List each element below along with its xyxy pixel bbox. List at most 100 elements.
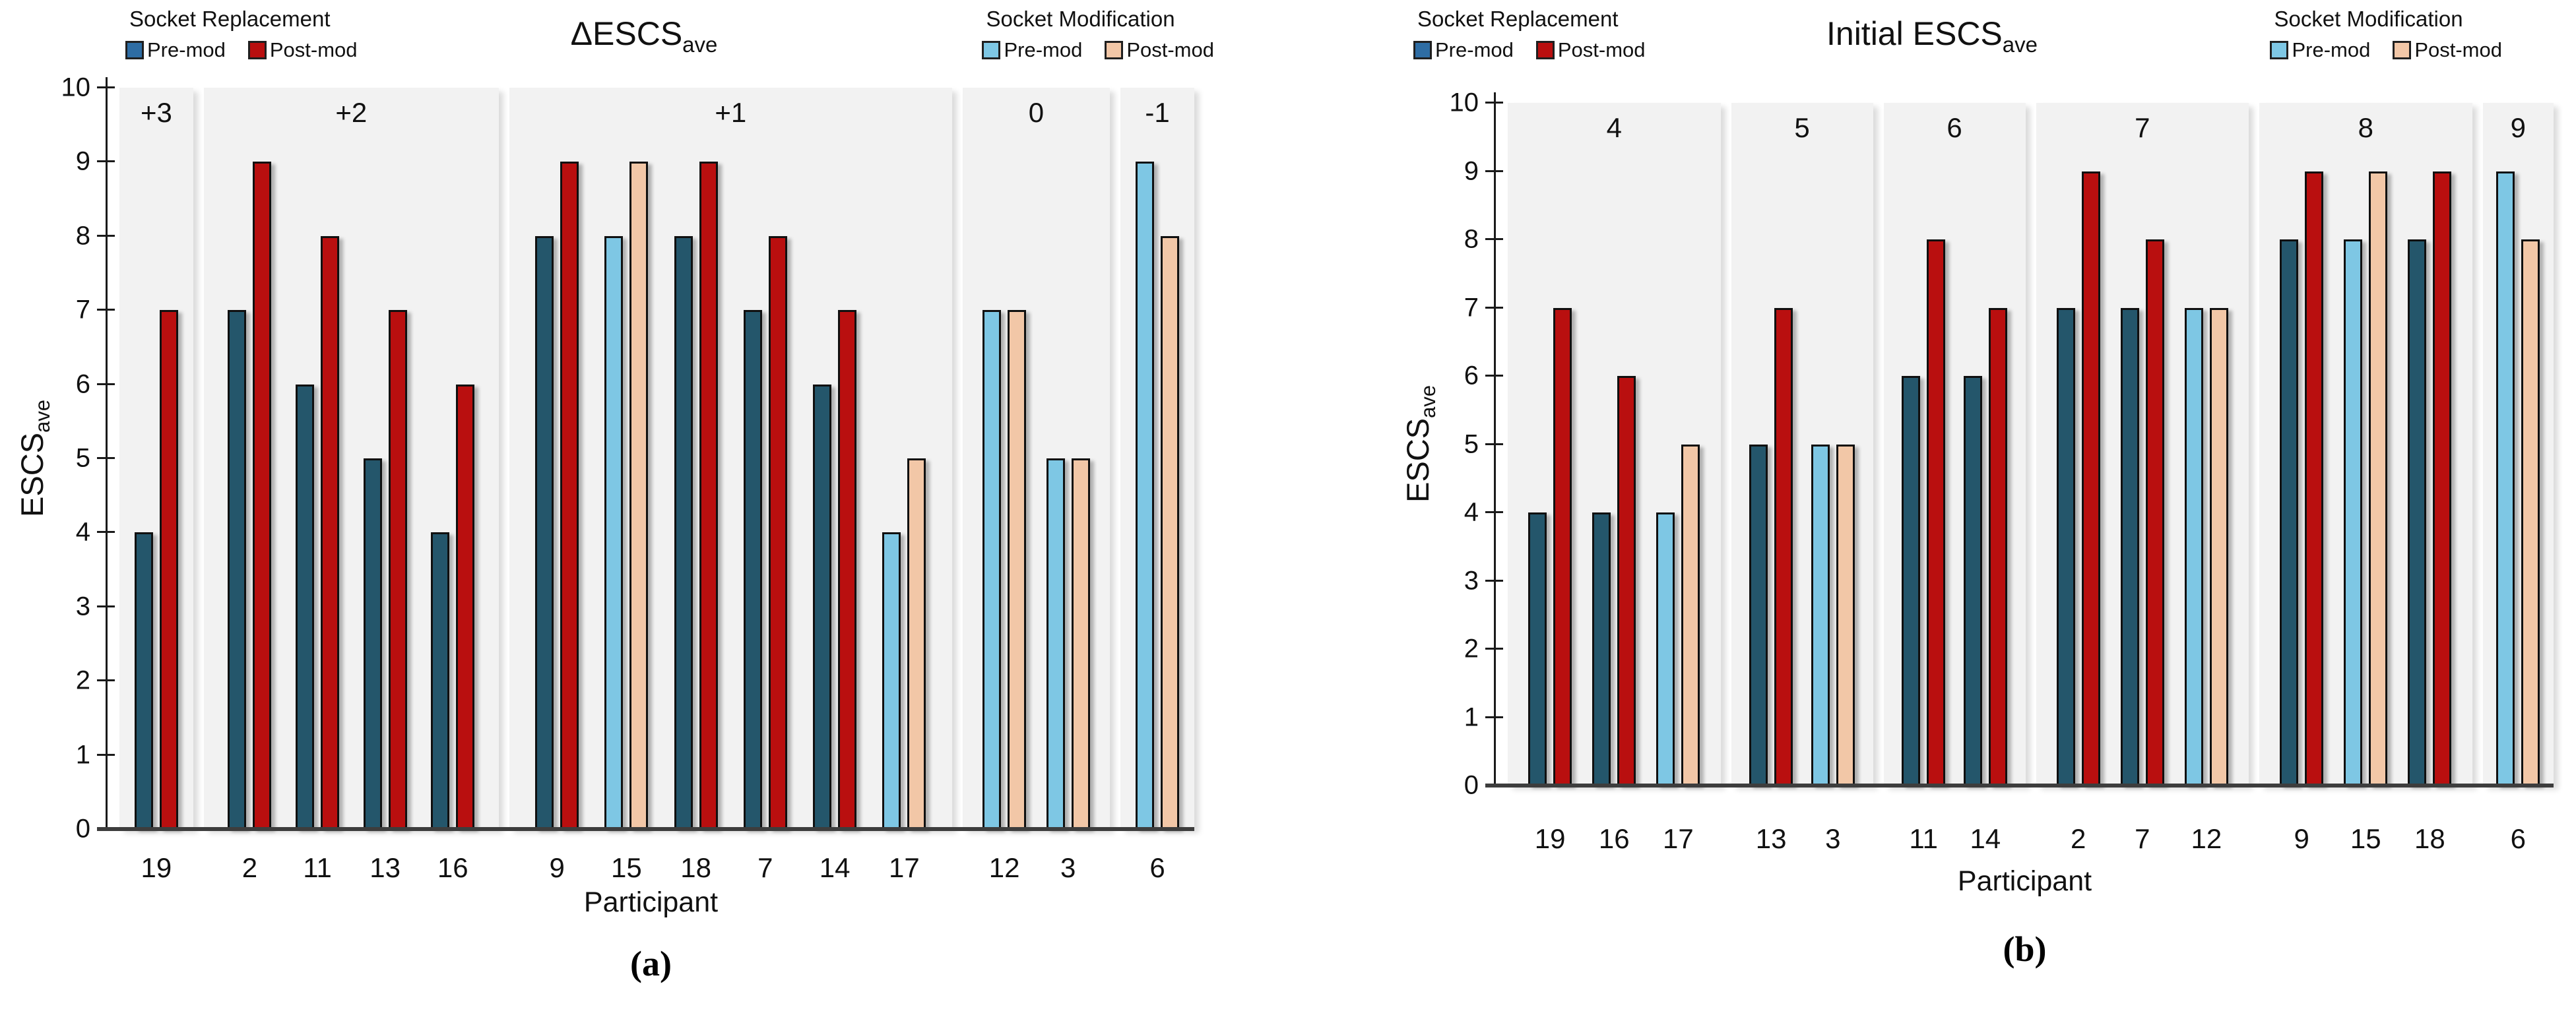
post-mod-swatch (2393, 41, 2412, 59)
chart-title: ΔESCSave (0, 15, 1288, 57)
legend-item-label: Post-mod (1126, 38, 1214, 61)
bar-post-mod (2209, 307, 2228, 786)
bar-pre-mod (2344, 239, 2363, 786)
x-tick-label: 18 (680, 852, 711, 883)
y-tick-mark (1485, 170, 1503, 172)
legend-items: Pre-mod Post-mod (1413, 38, 1646, 62)
bar-pre-mod (982, 310, 1002, 829)
y-axis-line (106, 77, 108, 829)
bar-post-mod (1927, 239, 1946, 786)
x-tick-label: 17 (1663, 823, 1694, 854)
bar-pre-mod (1528, 512, 1547, 786)
bar-post-mod (768, 235, 787, 829)
legend-item-label: Pre-mod (2292, 38, 2371, 61)
bar-pair (363, 88, 407, 829)
group-band: 5 (1731, 103, 1873, 786)
panel-caption-b: (b) (2003, 929, 2047, 969)
y-tick-mark (1485, 579, 1503, 582)
bar-pair (674, 88, 718, 829)
x-tick-label: 3 (1060, 852, 1076, 883)
bar-pair (2184, 103, 2228, 786)
x-tick-label: 2 (2070, 823, 2086, 854)
x-tick-label: 6 (2510, 823, 2526, 854)
y-axis-line (1494, 92, 1496, 786)
bar-pre-mod (2184, 307, 2203, 786)
x-tick-label: 14 (819, 852, 851, 883)
bar-pre-mod (674, 235, 693, 829)
bar-pre-mod (134, 532, 153, 829)
x-tick-label: 2 (242, 852, 258, 883)
x-tick-label: 19 (141, 852, 172, 883)
bar-pair (1902, 103, 1946, 786)
x-tick-label: 11 (1909, 823, 1938, 854)
x-tick-label: 18 (2414, 823, 2445, 854)
legend-title: Socket Modification (2274, 7, 2463, 31)
y-tick-label: 1 (1464, 702, 1479, 731)
chart-panel-b: Socket Replacement Pre-mod Post-mod Init… (1288, 0, 2576, 1019)
legend-title: Socket Modification (986, 7, 1175, 31)
group-band: +2 (203, 88, 499, 829)
legend-item-post-mod: Post-mod (1105, 38, 1214, 62)
group-label: 8 (2358, 112, 2373, 143)
x-tick-group: 12 3 (963, 852, 1111, 884)
bar-pair (2120, 103, 2164, 786)
x-axis-title: Participant (583, 886, 719, 918)
x-tick-group: 6 (2483, 823, 2554, 855)
y-tick-label: 3 (75, 592, 90, 621)
x-axis-baseline (1485, 784, 2554, 787)
legend-items: Pre-mod Post-mod (2270, 38, 2502, 62)
bar-post-mod (1681, 444, 1700, 786)
pre-mod-swatch (982, 41, 1001, 59)
y-tick-label: 7 (1464, 293, 1479, 322)
legend-item-pre-mod: Pre-mod (2270, 38, 2370, 62)
bar-pair (882, 88, 926, 829)
bar-post-mod (1774, 307, 1793, 786)
y-tick-label: 2 (1464, 634, 1479, 664)
y-tick-mark (1485, 511, 1503, 513)
chart-title: Initial ESCSave (1288, 15, 2576, 57)
x-tick-label: 12 (988, 852, 1020, 883)
bar-post-mod (560, 162, 579, 829)
x-tick-group: 6 (1120, 852, 1194, 884)
x-tick-group: 11 14 (1884, 823, 2026, 855)
bar-pre-mod (1046, 458, 1065, 829)
bar-pair (2408, 103, 2452, 786)
group-label: 0 (1028, 97, 1045, 128)
legend-title: Socket Replacement (1417, 7, 1619, 31)
y-tick-label: 0 (1464, 770, 1479, 800)
y-axis-label-subscript: ave (31, 399, 55, 433)
bar-pair (743, 88, 787, 829)
bar-pre-mod (1592, 512, 1611, 786)
legend-item-post-mod: Post-mod (1535, 38, 1646, 62)
x-tick-label: 9 (2294, 823, 2309, 854)
x-tick-label: 7 (757, 852, 773, 883)
bar-pre-mod (1811, 444, 1830, 786)
legend-socket-replacement: Socket Replacement Pre-mod Post-mod (1413, 7, 1646, 62)
x-tick-group: 19 (119, 852, 193, 884)
x-tick-label: 16 (437, 852, 468, 883)
bar-pair (813, 88, 857, 829)
bar-post-mod (456, 384, 475, 829)
bar-pair (1656, 103, 1700, 786)
y-tick-mark (97, 753, 115, 756)
y-tick-label: 2 (75, 665, 90, 695)
bar-post-mod (321, 235, 340, 829)
bar-post-mod (2433, 171, 2452, 786)
y-tick-label: 6 (75, 369, 90, 399)
bar-post-mod (1071, 458, 1090, 829)
legend-items: Pre-mod Post-mod (982, 38, 1214, 62)
bar-post-mod (2369, 171, 2388, 786)
group-band: +3 (119, 88, 193, 829)
bar-pre-mod (2408, 239, 2427, 786)
bar-pre-mod (296, 384, 315, 829)
bar-pair (1528, 103, 1572, 786)
bar-pair (2280, 103, 2324, 786)
bar-post-mod (388, 310, 407, 829)
bar-pair (1963, 103, 2007, 786)
bar-pre-mod (2120, 307, 2139, 786)
y-tick-label: 9 (75, 146, 90, 176)
bar-pair (535, 88, 579, 829)
bar-post-mod (838, 310, 857, 829)
x-tick-label: 14 (1970, 823, 2001, 854)
group-band: 9 (2482, 103, 2554, 786)
